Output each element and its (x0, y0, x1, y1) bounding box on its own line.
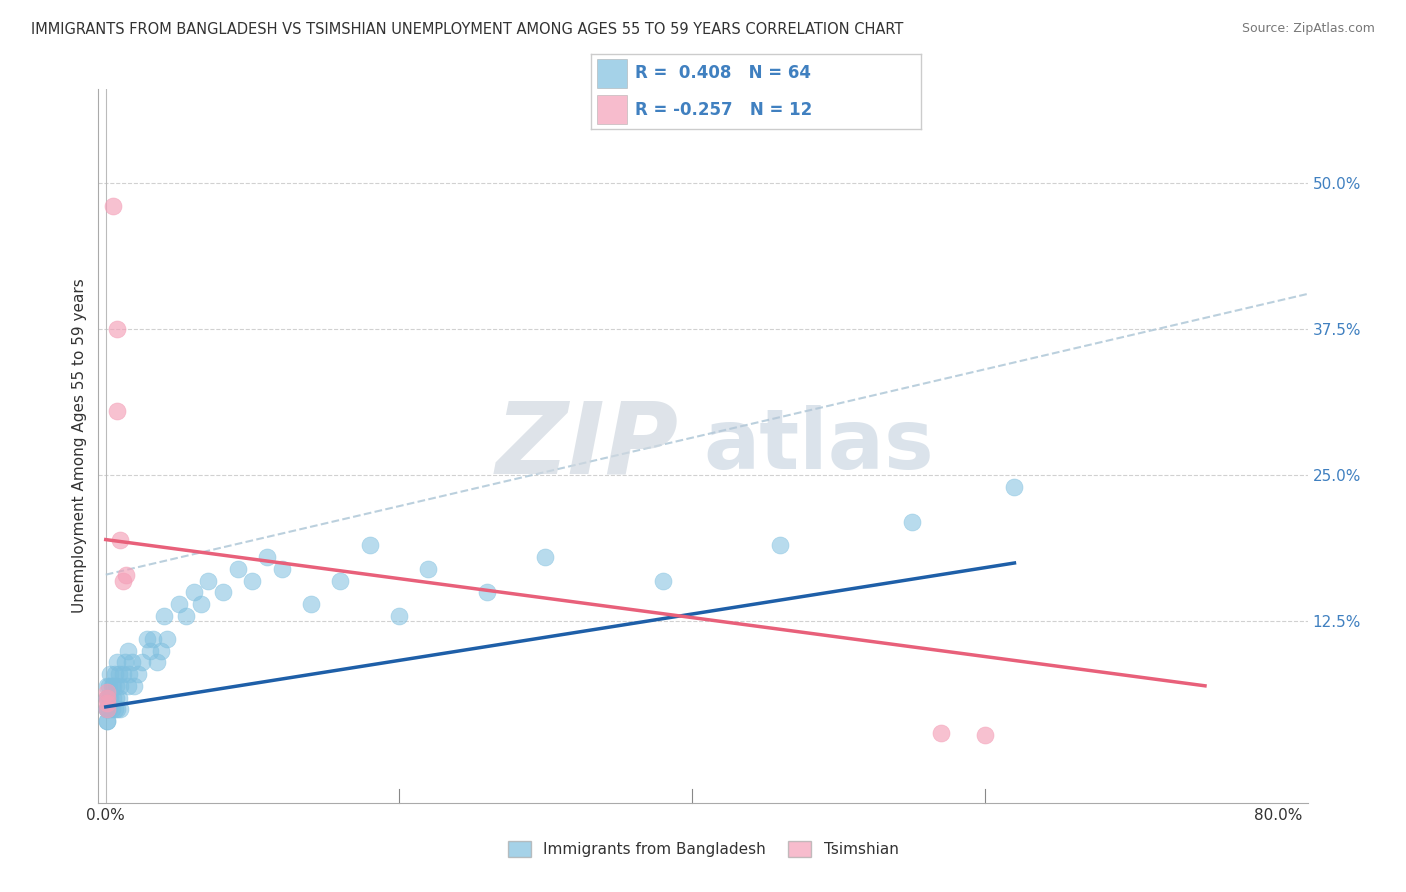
Point (112, 667, 135, 681)
Point (96, 690, 118, 705)
Point (240, 574, 263, 588)
Point (107, 702, 129, 716)
Point (105, 679, 128, 693)
Point (329, 574, 352, 588)
Point (105, 690, 128, 705)
Point (118, 667, 141, 681)
Point (150, 644, 173, 658)
Point (114, 656, 136, 670)
Point (929, 725, 952, 739)
Point (212, 585, 235, 599)
Point (115, 567, 138, 582)
Point (146, 656, 169, 670)
Point (97, 679, 120, 693)
Point (96, 702, 118, 716)
Point (131, 656, 153, 670)
Point (769, 538, 792, 552)
Point (107, 404, 129, 418)
Point (97, 690, 120, 705)
Point (167, 597, 190, 611)
Point (651, 574, 673, 588)
Point (110, 679, 132, 693)
Point (100, 702, 122, 716)
Text: Source: ZipAtlas.com: Source: ZipAtlas.com (1241, 22, 1375, 36)
Point (96, 697, 118, 711)
Point (190, 597, 212, 611)
Point (108, 690, 131, 705)
Text: atlas: atlas (703, 406, 934, 486)
Point (101, 679, 124, 693)
Point (1004, 480, 1026, 494)
Point (103, 702, 125, 716)
Point (299, 597, 322, 611)
Point (101, 690, 124, 705)
Point (96, 690, 118, 705)
Point (122, 679, 145, 693)
Point (359, 538, 381, 552)
Point (142, 632, 165, 646)
Point (96, 714, 118, 728)
Point (107, 322, 129, 336)
Point (183, 585, 205, 599)
Point (97, 702, 120, 716)
Point (153, 608, 176, 623)
Point (127, 667, 149, 681)
Point (96, 679, 118, 693)
Point (98, 667, 121, 681)
Point (108, 667, 131, 681)
Point (98, 690, 121, 705)
Y-axis label: Unemployment Among Ages 55 to 59 years: Unemployment Among Ages 55 to 59 years (72, 278, 87, 614)
Point (135, 632, 157, 646)
Point (197, 574, 219, 588)
Point (100, 679, 122, 693)
Point (176, 608, 198, 623)
Point (226, 562, 249, 576)
Point (96, 714, 118, 728)
Point (475, 585, 498, 599)
Point (117, 679, 139, 693)
Point (107, 656, 129, 670)
Point (110, 533, 132, 547)
Point (156, 632, 179, 646)
Point (121, 656, 143, 670)
Point (418, 562, 440, 576)
Point (270, 562, 292, 576)
Point (96, 684, 118, 698)
Point (974, 728, 997, 742)
Point (388, 608, 411, 623)
Point (534, 550, 557, 565)
Point (101, 199, 124, 213)
Point (96, 702, 118, 716)
Point (110, 702, 132, 716)
Point (112, 574, 135, 588)
Point (103, 667, 125, 681)
Point (96, 702, 118, 716)
Text: IMMIGRANTS FROM BANGLADESH VS TSIMSHIAN UNEMPLOYMENT AMONG AGES 55 TO 59 YEARS C: IMMIGRANTS FROM BANGLADESH VS TSIMSHIAN … (31, 22, 903, 37)
Bar (598, 59, 627, 87)
Point (138, 644, 160, 658)
Bar (598, 95, 627, 124)
Point (96, 702, 118, 716)
Legend: Immigrants from Bangladesh, Tsimshian: Immigrants from Bangladesh, Tsimshian (502, 835, 904, 863)
Point (117, 644, 139, 658)
Point (256, 550, 278, 565)
Text: R = -0.257   N = 12: R = -0.257 N = 12 (636, 101, 813, 119)
Text: R =  0.408   N = 64: R = 0.408 N = 64 (636, 64, 811, 82)
Text: ZIP: ZIP (496, 398, 679, 494)
Point (96, 690, 118, 705)
Point (901, 515, 924, 529)
